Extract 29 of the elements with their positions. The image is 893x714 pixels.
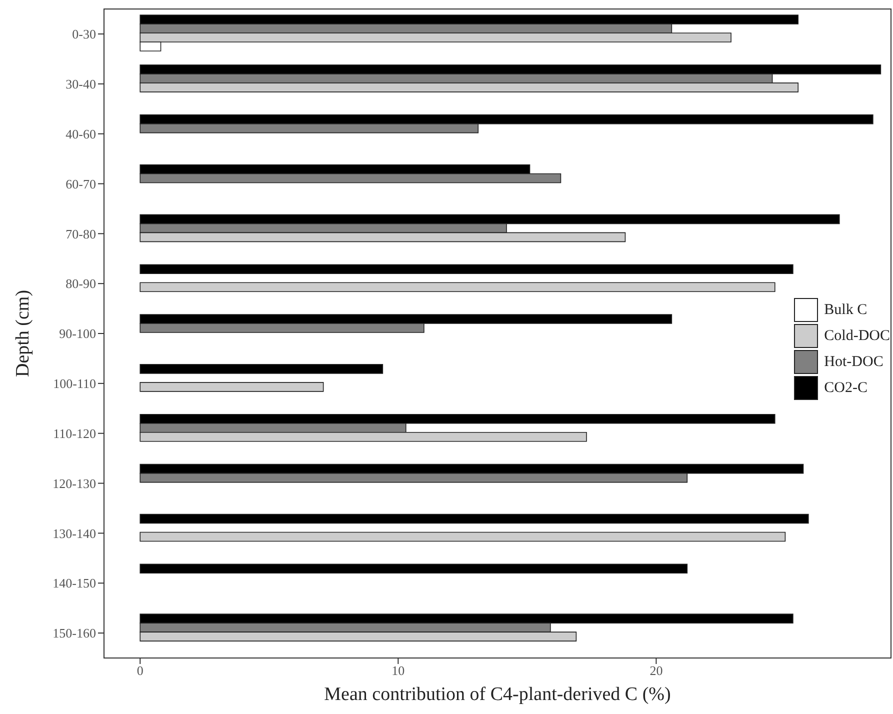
y-tick-label: 40-60	[66, 126, 96, 142]
x-tick-label: 20	[650, 663, 663, 678]
y-tick-label: 30-40	[66, 76, 96, 92]
bar	[140, 532, 786, 542]
y-tick-label: 110-120	[53, 426, 96, 441]
bar	[140, 564, 688, 574]
y-tick-label: 150-160	[52, 626, 96, 641]
y-tick-label: 60-70	[66, 176, 96, 192]
y-tick-label: 130-140	[52, 526, 96, 541]
legend-label: CO2-C	[824, 380, 868, 396]
y-tick-label: 90-100	[59, 326, 96, 342]
bar	[140, 264, 794, 274]
bar	[140, 382, 324, 392]
legend-label: Cold-DOC	[824, 328, 890, 344]
x-tick-label: 10	[392, 663, 405, 678]
legend-label: Bulk C	[824, 302, 868, 318]
y-tick-label: 70-80	[66, 226, 96, 242]
bar	[140, 282, 776, 292]
y-tick-label: 80-90	[66, 276, 96, 292]
bar	[140, 514, 809, 524]
y-tick-label: 0-30	[72, 26, 96, 42]
legend-label: Hot-DOC	[824, 354, 884, 370]
y-axis-title: Depth (cm)	[12, 290, 34, 378]
x-axis-title: Mean contribution of C4-plant-derived C (%)	[324, 684, 671, 705]
y-tick-label: 120-130	[52, 476, 96, 491]
x-tick-label: 0	[136, 663, 144, 678]
y-tick-label: 140-150	[52, 576, 96, 591]
bar	[140, 364, 384, 374]
y-tick-label: 100-110	[53, 376, 96, 392]
